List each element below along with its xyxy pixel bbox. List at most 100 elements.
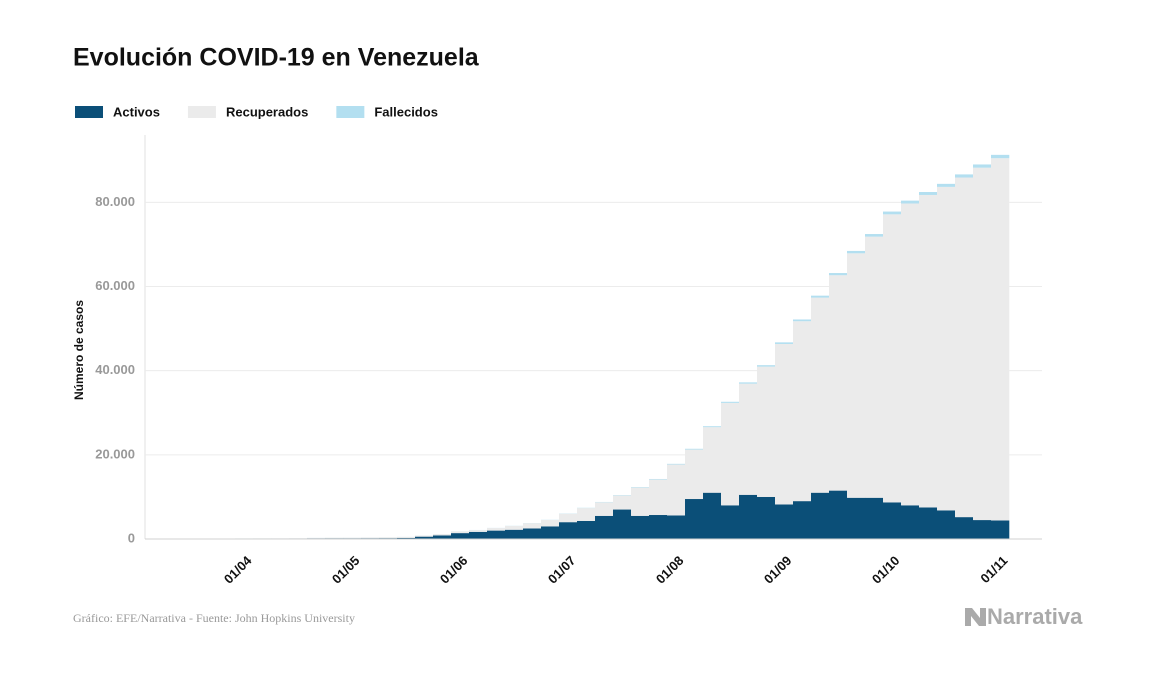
legend-swatch xyxy=(187,106,216,118)
bar-segment xyxy=(541,526,560,539)
bar-segment xyxy=(703,427,722,493)
x-tick-label: 01/04 xyxy=(221,552,255,586)
x-tick-label: 01/11 xyxy=(977,553,1010,586)
bar-segment xyxy=(721,505,740,539)
x-tick-label: 01/08 xyxy=(653,553,687,587)
bar-segment xyxy=(595,515,614,539)
bar-segment xyxy=(487,528,506,531)
bar-segment xyxy=(919,194,938,508)
bar-segment xyxy=(775,342,794,344)
bar-segment xyxy=(901,203,920,506)
bar-segment xyxy=(991,158,1010,521)
bar-segment xyxy=(901,505,920,539)
legend-swatch xyxy=(75,106,103,118)
bar-segment xyxy=(613,495,632,510)
bar-segment xyxy=(325,537,344,539)
bar-segment xyxy=(541,519,560,527)
bar-segment xyxy=(757,366,776,497)
logo: Narrativa xyxy=(987,604,1083,629)
bar-segment xyxy=(397,536,416,538)
bar-segment xyxy=(667,515,686,539)
bar-segment xyxy=(343,537,362,539)
bar-segment xyxy=(883,214,902,503)
bar-segment xyxy=(721,401,740,403)
bar-segment xyxy=(883,502,902,539)
bar-segment xyxy=(451,531,470,534)
bar-segment xyxy=(559,513,578,523)
bar-segment xyxy=(811,297,830,493)
bar-segment xyxy=(685,449,704,500)
legend-label: Recuperados xyxy=(226,104,308,119)
legend-label: Activos xyxy=(113,104,160,119)
bar-segment xyxy=(685,499,704,539)
bar-segment xyxy=(739,382,758,384)
y-axis-label: Número de casos xyxy=(72,300,86,400)
bar-segment xyxy=(937,183,956,187)
bar-segment xyxy=(433,534,452,536)
bar-segment xyxy=(955,174,974,178)
bar-segment xyxy=(811,295,830,298)
bar-segment xyxy=(829,490,848,539)
y-tick-label: 20.000 xyxy=(95,446,135,461)
bar-segment xyxy=(739,383,758,495)
logo-icon xyxy=(965,608,986,626)
source: Gráfico: EFE/Narrativa - Fuente: John Ho… xyxy=(73,611,355,625)
bar-segment xyxy=(397,537,416,539)
bar-segment xyxy=(955,517,974,539)
bar-segment xyxy=(595,502,614,516)
x-tick-label: 01/05 xyxy=(329,553,363,587)
bar-segment xyxy=(685,448,704,450)
bar-segment xyxy=(919,507,938,539)
bar-segment xyxy=(451,533,470,539)
legend-label: Fallecidos xyxy=(374,104,438,119)
bar-segment xyxy=(757,496,776,539)
bar-segment xyxy=(703,426,722,428)
bar-segment xyxy=(361,537,380,539)
bar-segment xyxy=(793,501,812,539)
bar-segment xyxy=(703,492,722,539)
bar-segment xyxy=(829,273,848,276)
bar-segment xyxy=(739,494,758,539)
bar-segment xyxy=(469,530,488,532)
bar-segment xyxy=(901,200,920,204)
bar-segment xyxy=(919,192,938,195)
bar-segment xyxy=(793,321,812,502)
bar-segment xyxy=(937,186,956,511)
bar-segment xyxy=(991,520,1010,539)
bar-segment xyxy=(991,154,1010,159)
chart-title: Evolución COVID-19 en Venezuela xyxy=(73,44,480,72)
bar-segment xyxy=(847,250,866,254)
bar-segment xyxy=(505,529,524,539)
y-tick-label: 40.000 xyxy=(95,362,135,377)
bar-segment xyxy=(415,536,434,539)
bar-segment xyxy=(937,510,956,539)
y-tick-label: 60.000 xyxy=(95,278,135,293)
bar-segment xyxy=(469,531,488,539)
bar-segment xyxy=(649,478,668,480)
bar-segment xyxy=(793,319,812,322)
bar-segment xyxy=(559,522,578,539)
bar-segment xyxy=(613,509,632,539)
bar-segment xyxy=(667,464,686,516)
bar-segment xyxy=(631,487,650,516)
bar-segment xyxy=(415,535,434,537)
bar-segment xyxy=(433,535,452,539)
bar-segment xyxy=(631,515,650,539)
bar-segment xyxy=(865,234,884,237)
bar-segment xyxy=(577,508,596,521)
x-tick-label: 01/10 xyxy=(869,553,903,587)
bar-segment xyxy=(649,515,668,539)
bar-segment xyxy=(811,492,830,539)
bar-segment xyxy=(523,528,542,539)
bar-segment xyxy=(505,525,524,530)
x-tick-label: 01/09 xyxy=(761,553,795,587)
bar-segment xyxy=(487,530,506,539)
bar-segment xyxy=(775,504,794,539)
bar-segment xyxy=(775,343,794,505)
bar-segment xyxy=(523,523,542,529)
plot: 0 20.000 40.000 60.000 80.000 01/04 01/05 01/06… xyxy=(95,135,1042,587)
y-tick-label: 0 xyxy=(128,530,135,545)
x-tick-label: 01/07 xyxy=(545,553,579,587)
bar-segment xyxy=(379,537,398,539)
